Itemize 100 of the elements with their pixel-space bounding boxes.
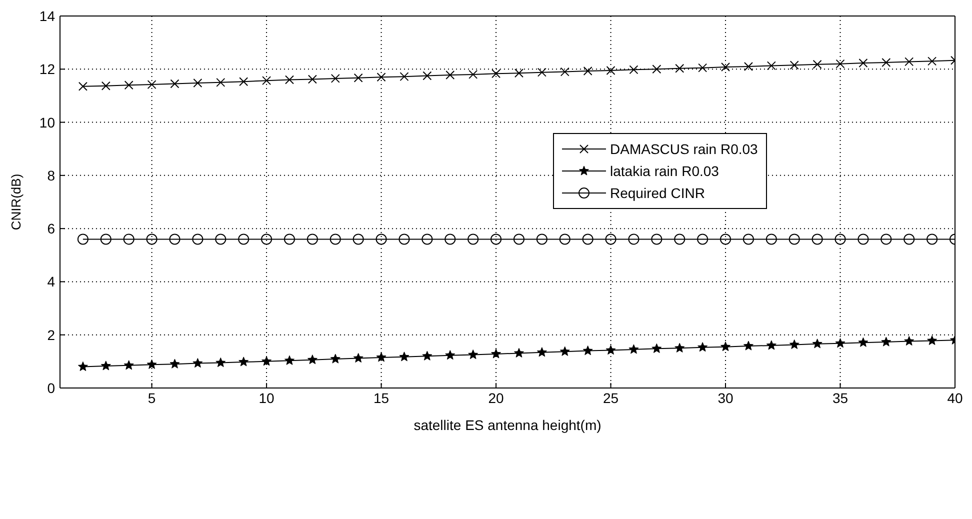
point [651, 234, 662, 245]
point [514, 68, 524, 78]
point [352, 234, 364, 245]
point [560, 67, 570, 76]
point [536, 347, 547, 357]
x-tick-label: 30 [718, 390, 734, 406]
x-axis-title: satellite ES antenna height(m) [414, 417, 602, 433]
point [674, 234, 686, 245]
point [100, 360, 111, 370]
x-tick-label: 35 [832, 390, 848, 406]
point [628, 344, 639, 354]
point [147, 80, 156, 90]
point [216, 78, 226, 87]
x-tick-label: 40 [947, 390, 963, 406]
point [376, 352, 386, 362]
point [559, 234, 570, 245]
point [835, 338, 846, 348]
y-tick-label: 12 [39, 61, 56, 78]
point [652, 343, 662, 353]
point [674, 342, 685, 352]
point [376, 234, 387, 245]
point [490, 234, 502, 245]
point [124, 360, 134, 370]
point [720, 234, 732, 245]
point [284, 234, 295, 245]
point [788, 234, 800, 245]
point [880, 234, 892, 245]
point [422, 71, 432, 80]
point [743, 340, 754, 350]
x-tick-label: 5 [148, 390, 156, 406]
point [192, 358, 203, 368]
y-tick-label: 10 [39, 114, 56, 130]
point [858, 337, 868, 347]
point [445, 350, 456, 360]
point [744, 62, 753, 71]
point [238, 356, 249, 366]
point [606, 66, 616, 75]
point [513, 234, 524, 245]
point [812, 338, 822, 348]
point [100, 234, 112, 245]
point [606, 345, 616, 355]
point [720, 342, 731, 352]
point [698, 342, 708, 352]
point [834, 234, 846, 245]
point [124, 80, 134, 90]
point [444, 234, 456, 245]
point [927, 335, 938, 345]
point [582, 346, 593, 356]
y-tick-label: 8 [47, 167, 56, 184]
point [216, 358, 226, 368]
x-tick-label: 25 [602, 390, 619, 406]
point [284, 75, 294, 84]
x-tick-label: 10 [258, 390, 275, 406]
y-tick-label: 0 [47, 380, 56, 396]
point [398, 234, 410, 245]
point [422, 234, 433, 245]
point [238, 234, 250, 245]
point [262, 356, 272, 366]
point [170, 358, 180, 368]
point [928, 56, 937, 66]
point [789, 339, 800, 349]
y-tick-label: 4 [47, 274, 56, 290]
point [698, 63, 708, 72]
point [215, 234, 226, 245]
point [904, 336, 914, 346]
point [330, 354, 340, 364]
point [399, 352, 410, 362]
point [742, 234, 754, 245]
y-tick-label: 14 [39, 8, 56, 24]
point [307, 354, 318, 364]
point [101, 81, 110, 90]
point [605, 234, 616, 245]
point [812, 60, 822, 69]
point [721, 62, 730, 72]
y-tick-label: 6 [47, 220, 56, 237]
legend-label: DAMASCUS rain R0.03 [610, 141, 758, 157]
point [629, 65, 638, 74]
point [78, 361, 88, 372]
point [284, 355, 294, 365]
point [468, 350, 478, 360]
point [652, 64, 662, 74]
point [904, 57, 914, 66]
point [308, 74, 317, 84]
legend-label: latakia rain R0.03 [610, 163, 719, 179]
point [446, 70, 455, 80]
point [881, 336, 892, 346]
point [858, 234, 869, 245]
point [330, 74, 340, 83]
point [170, 79, 180, 88]
point [766, 234, 777, 245]
point [492, 69, 501, 78]
point [904, 234, 915, 245]
y-tick-label: 2 [47, 326, 56, 343]
point [560, 346, 570, 356]
x-tick-label: 15 [373, 390, 390, 406]
point [858, 58, 868, 68]
point [836, 59, 845, 68]
point [628, 234, 640, 245]
point [766, 61, 776, 70]
point [77, 234, 88, 245]
